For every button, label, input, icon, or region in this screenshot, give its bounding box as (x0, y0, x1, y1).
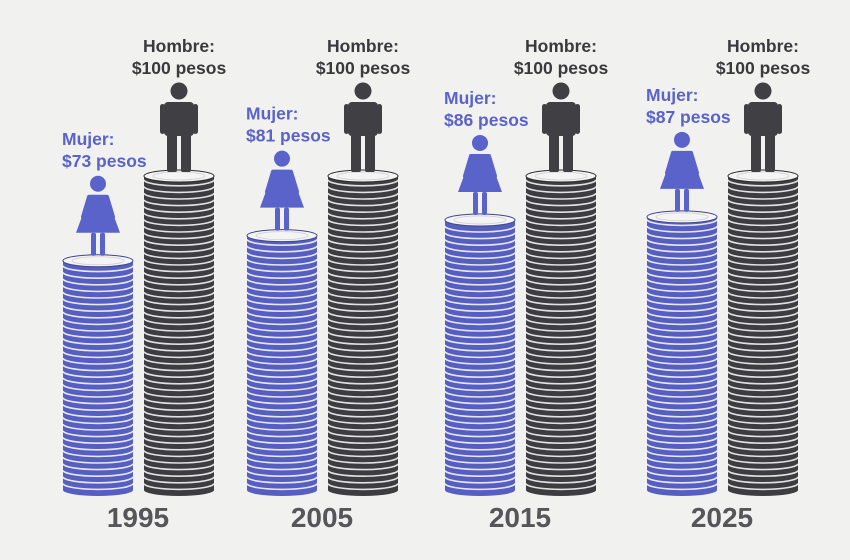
coin-stack-woman (62, 254, 134, 496)
man-icon (160, 82, 198, 172)
coin-stack-man (525, 169, 597, 496)
woman-value-label: Mujer: $87 pesos (646, 85, 731, 127)
man-value-label: Hombre: $100 pesos (716, 36, 811, 78)
year-label: 2015 (489, 502, 551, 533)
woman-value-label: Mujer: $86 pesos (444, 88, 529, 130)
woman-icon (660, 131, 704, 212)
woman-value-label: Mujer: $81 pesos (246, 104, 331, 146)
year-label: 2025 (691, 502, 753, 533)
man-value-label: Hombre: $100 pesos (132, 36, 227, 78)
coin-stack-woman (246, 229, 318, 496)
coin-stack-man (327, 169, 399, 496)
year-label: 2005 (291, 502, 353, 533)
coin-stack-woman (444, 213, 516, 496)
coin-stack-man (727, 169, 799, 496)
woman-icon (76, 175, 120, 256)
man-value-label: Hombre: $100 pesos (316, 36, 411, 78)
man-value-label: Hombre: $100 pesos (514, 36, 609, 78)
coin-stack-man (143, 169, 215, 496)
coin-stack-woman (646, 210, 718, 496)
woman-icon (260, 150, 304, 231)
woman-value-label: Mujer: $73 pesos (62, 129, 147, 171)
man-icon (344, 82, 382, 172)
man-icon (744, 82, 782, 172)
year-label: 1995 (107, 502, 169, 533)
man-icon (542, 82, 580, 172)
woman-icon (458, 134, 502, 215)
